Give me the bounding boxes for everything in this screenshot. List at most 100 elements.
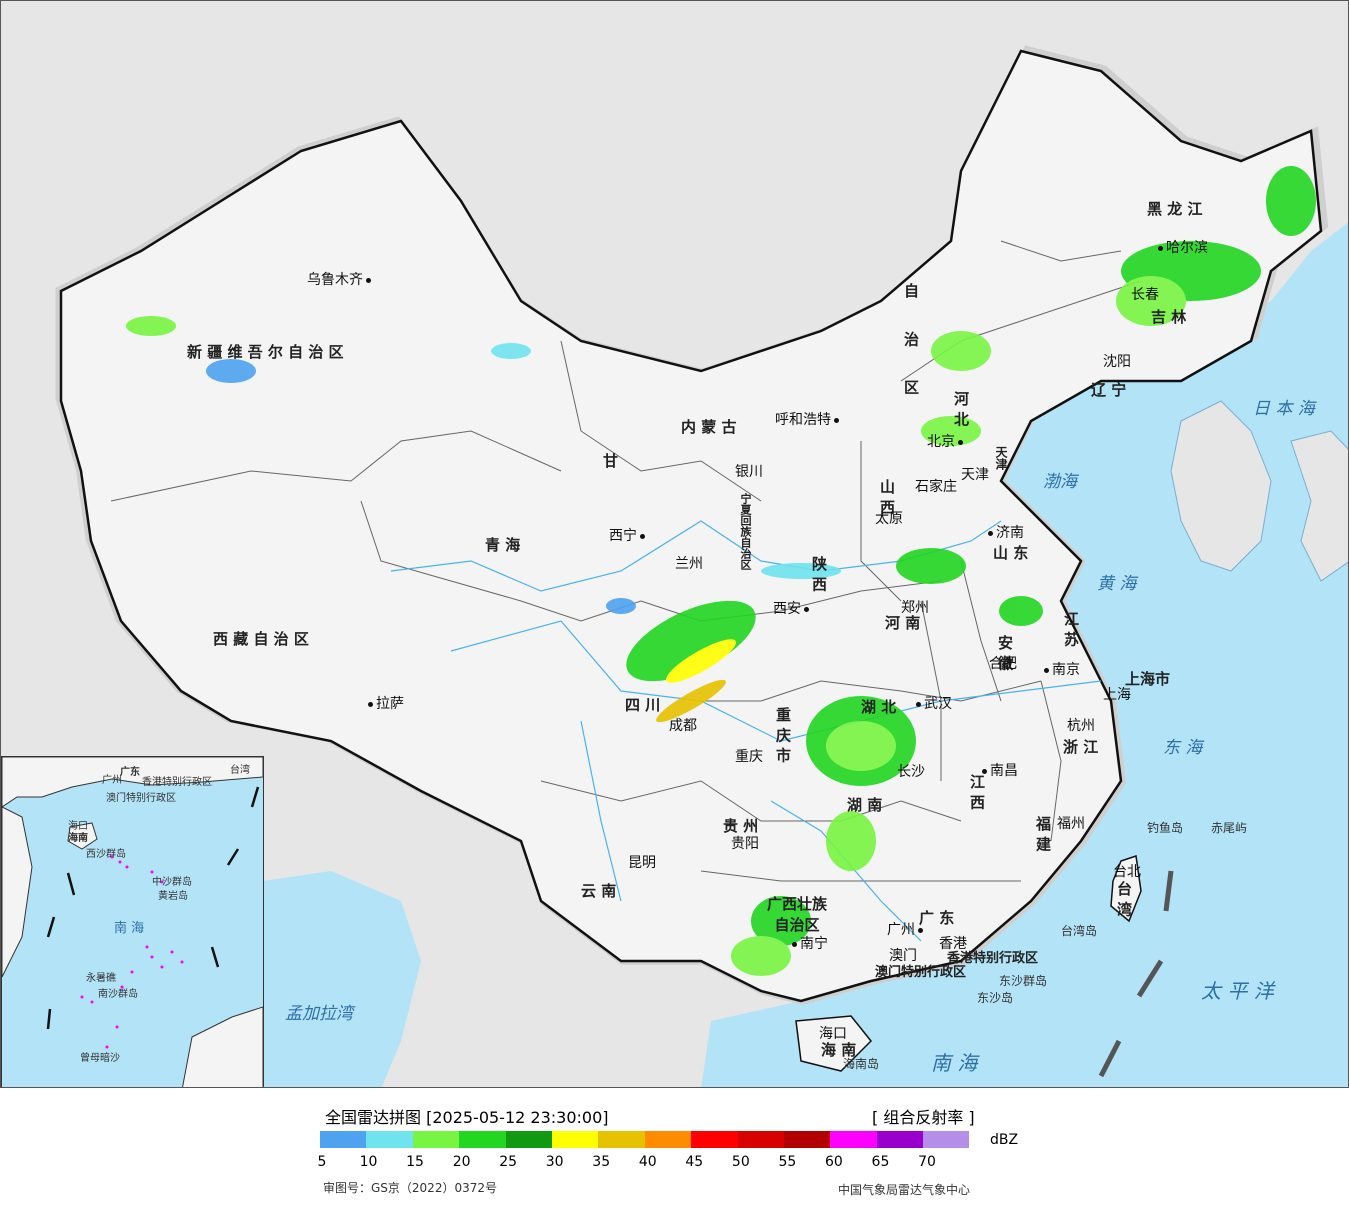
city-chengdu: 成都 bbox=[669, 718, 697, 734]
legend-tick-label: 40 bbox=[638, 1154, 657, 1170]
inset-label-zengmu: 曾母暗沙 bbox=[80, 1053, 120, 1064]
color-swatch-4 bbox=[505, 1131, 552, 1148]
province-label-hebei: 河 北 bbox=[952, 391, 970, 427]
city-changsha: 长沙 bbox=[897, 764, 925, 780]
region-label-macau: 澳门特别行政区 bbox=[875, 965, 967, 980]
city-hefei: 合肥 bbox=[989, 656, 1017, 672]
inset-label-hk: 香港特别行政区 bbox=[142, 777, 212, 788]
city-xian: 西安 bbox=[773, 598, 812, 618]
legend-tick-label: 70 bbox=[918, 1154, 936, 1170]
island-dongsha: 东沙岛 bbox=[977, 991, 1014, 1005]
city-urumqi: 乌鲁木齐 bbox=[307, 269, 374, 289]
city-yinchuan: 银川 bbox=[735, 464, 763, 480]
province-label-shanghai: 上海市 bbox=[1125, 670, 1171, 688]
legend-tick-label: 5 bbox=[317, 1154, 327, 1170]
province-label-guangxi: 广西壮族 自治区 bbox=[766, 895, 827, 934]
city-nanjing: 南京 bbox=[1041, 659, 1080, 679]
province-label-qinghai: 青 海 bbox=[485, 536, 521, 554]
city-hohhot: 呼和浩特 bbox=[775, 409, 842, 429]
city-zhengzhou: 郑州 bbox=[901, 600, 929, 616]
island-dongsha-group: 东沙群岛 bbox=[999, 974, 1048, 988]
legend-tick-label: 55 bbox=[778, 1154, 797, 1170]
map-approval-number: 审图号：GS京（2022）0372号 bbox=[323, 1181, 497, 1195]
legend-tick-label: 35 bbox=[592, 1154, 611, 1170]
city-jinan: 济南 bbox=[985, 522, 1024, 542]
color-swatch-10 bbox=[783, 1131, 831, 1148]
inset-base bbox=[2, 757, 263, 1087]
legend-unit: dBZ bbox=[990, 1132, 1019, 1148]
city-lanzhou: 兰州 bbox=[675, 556, 703, 572]
inset-label-hainan: 海南 bbox=[68, 833, 88, 844]
sea-south-china-sea: 南 海 bbox=[931, 1051, 978, 1075]
province-label-heilongjiang: 黑 龙 江 bbox=[1147, 200, 1203, 218]
city-changchun: 长春 bbox=[1131, 287, 1159, 303]
province-label-xizang: 西 藏 自 治 区 bbox=[213, 630, 309, 648]
color-swatch-7 bbox=[644, 1131, 692, 1148]
city-xining: 西宁 bbox=[609, 525, 648, 545]
province-label-guizhou: 贵 州 bbox=[723, 817, 759, 835]
city-lhasa: 拉萨 bbox=[365, 693, 404, 713]
south-china-sea-inset: 广东 广州 香港特别行政区 澳门特别行政区 海口 海南 西沙群岛 中沙群岛 黄岩… bbox=[1, 756, 264, 1087]
province-label-yunnan: 云 南 bbox=[581, 882, 617, 900]
inset-label-guangzhou: 广州 bbox=[102, 775, 122, 786]
bay-of-bengal bbox=[263, 871, 421, 1087]
color-swatch-12 bbox=[876, 1131, 924, 1148]
city-haikou: 海口 bbox=[819, 1026, 847, 1042]
inset-label-huangyan: 黄岩岛 bbox=[158, 891, 188, 902]
inset-label-xisha: 西沙群岛 bbox=[86, 849, 126, 860]
sea-huanghai: 黄 海 bbox=[1097, 574, 1137, 594]
province-label-fujian: 福 建 bbox=[1034, 816, 1052, 852]
island-taiwan: 台湾岛 bbox=[1061, 924, 1098, 938]
city-shenyang: 沈阳 bbox=[1103, 354, 1131, 370]
color-swatch-0 bbox=[320, 1131, 367, 1148]
legend-tick-label: 20 bbox=[452, 1154, 471, 1170]
province-label-jiangsu: 江 苏 bbox=[1062, 611, 1080, 647]
city-taipei: 台北 bbox=[1113, 864, 1141, 880]
sea-sea-of-japan: 日 本 海 bbox=[1253, 399, 1315, 419]
province-label-xinjiang: 新 疆 维 吾 尔 自 治 区 bbox=[187, 343, 344, 361]
city-hangzhou: 杭州 bbox=[1067, 718, 1095, 734]
province-label-neimenggu: 内 蒙 古 bbox=[681, 418, 737, 436]
province-label-gansu: 甘 bbox=[603, 452, 619, 470]
city-beijing: 北京 bbox=[927, 431, 966, 451]
legend-tick-label: 10 bbox=[359, 1154, 378, 1170]
legend-tick-label: 30 bbox=[545, 1154, 564, 1170]
island-hainan: 海南岛 bbox=[843, 1057, 880, 1071]
province-label-ningxia: 宁夏回族自治区 bbox=[739, 493, 752, 570]
legend: 全国雷达拼图 [2025-05-12 23:30:00] [ 组合反射率 ] d… bbox=[0, 1088, 1349, 1208]
city-guiyang: 贵阳 bbox=[731, 836, 759, 852]
sea-pacific-ocean: 太 平 洋 bbox=[1201, 979, 1274, 1003]
china-land bbox=[59, 49, 1323, 1003]
legend-tick-label: 50 bbox=[731, 1154, 750, 1170]
inset-label-yongshu: 永暑礁 bbox=[86, 973, 116, 984]
color-swatch-6 bbox=[598, 1131, 645, 1148]
province-label-tianjin: 天津 bbox=[994, 446, 1008, 470]
city-kunming: 昆明 bbox=[628, 855, 656, 871]
province-label-anhui: 安 徽 bbox=[996, 635, 1014, 671]
city-nanchang: 南昌 bbox=[979, 760, 1018, 780]
province-label-shanxi: 山 西 bbox=[878, 479, 896, 515]
province-label-chongqing: 重 庆 市 bbox=[774, 707, 792, 763]
color-scale-bar bbox=[320, 1131, 970, 1148]
province-label-henan: 河 南 bbox=[885, 614, 921, 632]
city-hongkong: 香港 bbox=[939, 936, 967, 952]
island-chiwei: 赤尾屿 bbox=[1211, 821, 1248, 835]
color-swatch-5 bbox=[551, 1131, 599, 1148]
inset-label-taiwan: 台湾 bbox=[230, 765, 250, 776]
color-swatch-1 bbox=[366, 1131, 413, 1148]
sea-donghai: 东 海 bbox=[1163, 738, 1203, 758]
japan-islands bbox=[1290, 430, 1348, 582]
province-label-sichuan: 四 川 bbox=[625, 696, 661, 714]
inset-label-guangdong: 广东 bbox=[120, 767, 140, 778]
legend-tick-label: 45 bbox=[685, 1154, 704, 1170]
color-swatch-2 bbox=[412, 1131, 460, 1148]
province-label-guangdong: 广 东 bbox=[919, 909, 955, 927]
inset-label-nanhai: 南 海 bbox=[114, 921, 145, 936]
province-label-taiwan: 台 湾 bbox=[1115, 881, 1133, 917]
province-label-neimenggu-suffix: 自 治 区 bbox=[902, 283, 920, 409]
city-harbin: 哈尔滨 bbox=[1155, 237, 1208, 257]
sea-bohai: 渤海 bbox=[1043, 472, 1077, 492]
city-taiyuan: 太原 bbox=[875, 511, 903, 527]
city-shijiazhuang: 石家庄 bbox=[915, 479, 957, 495]
color-swatch-3 bbox=[459, 1131, 506, 1148]
